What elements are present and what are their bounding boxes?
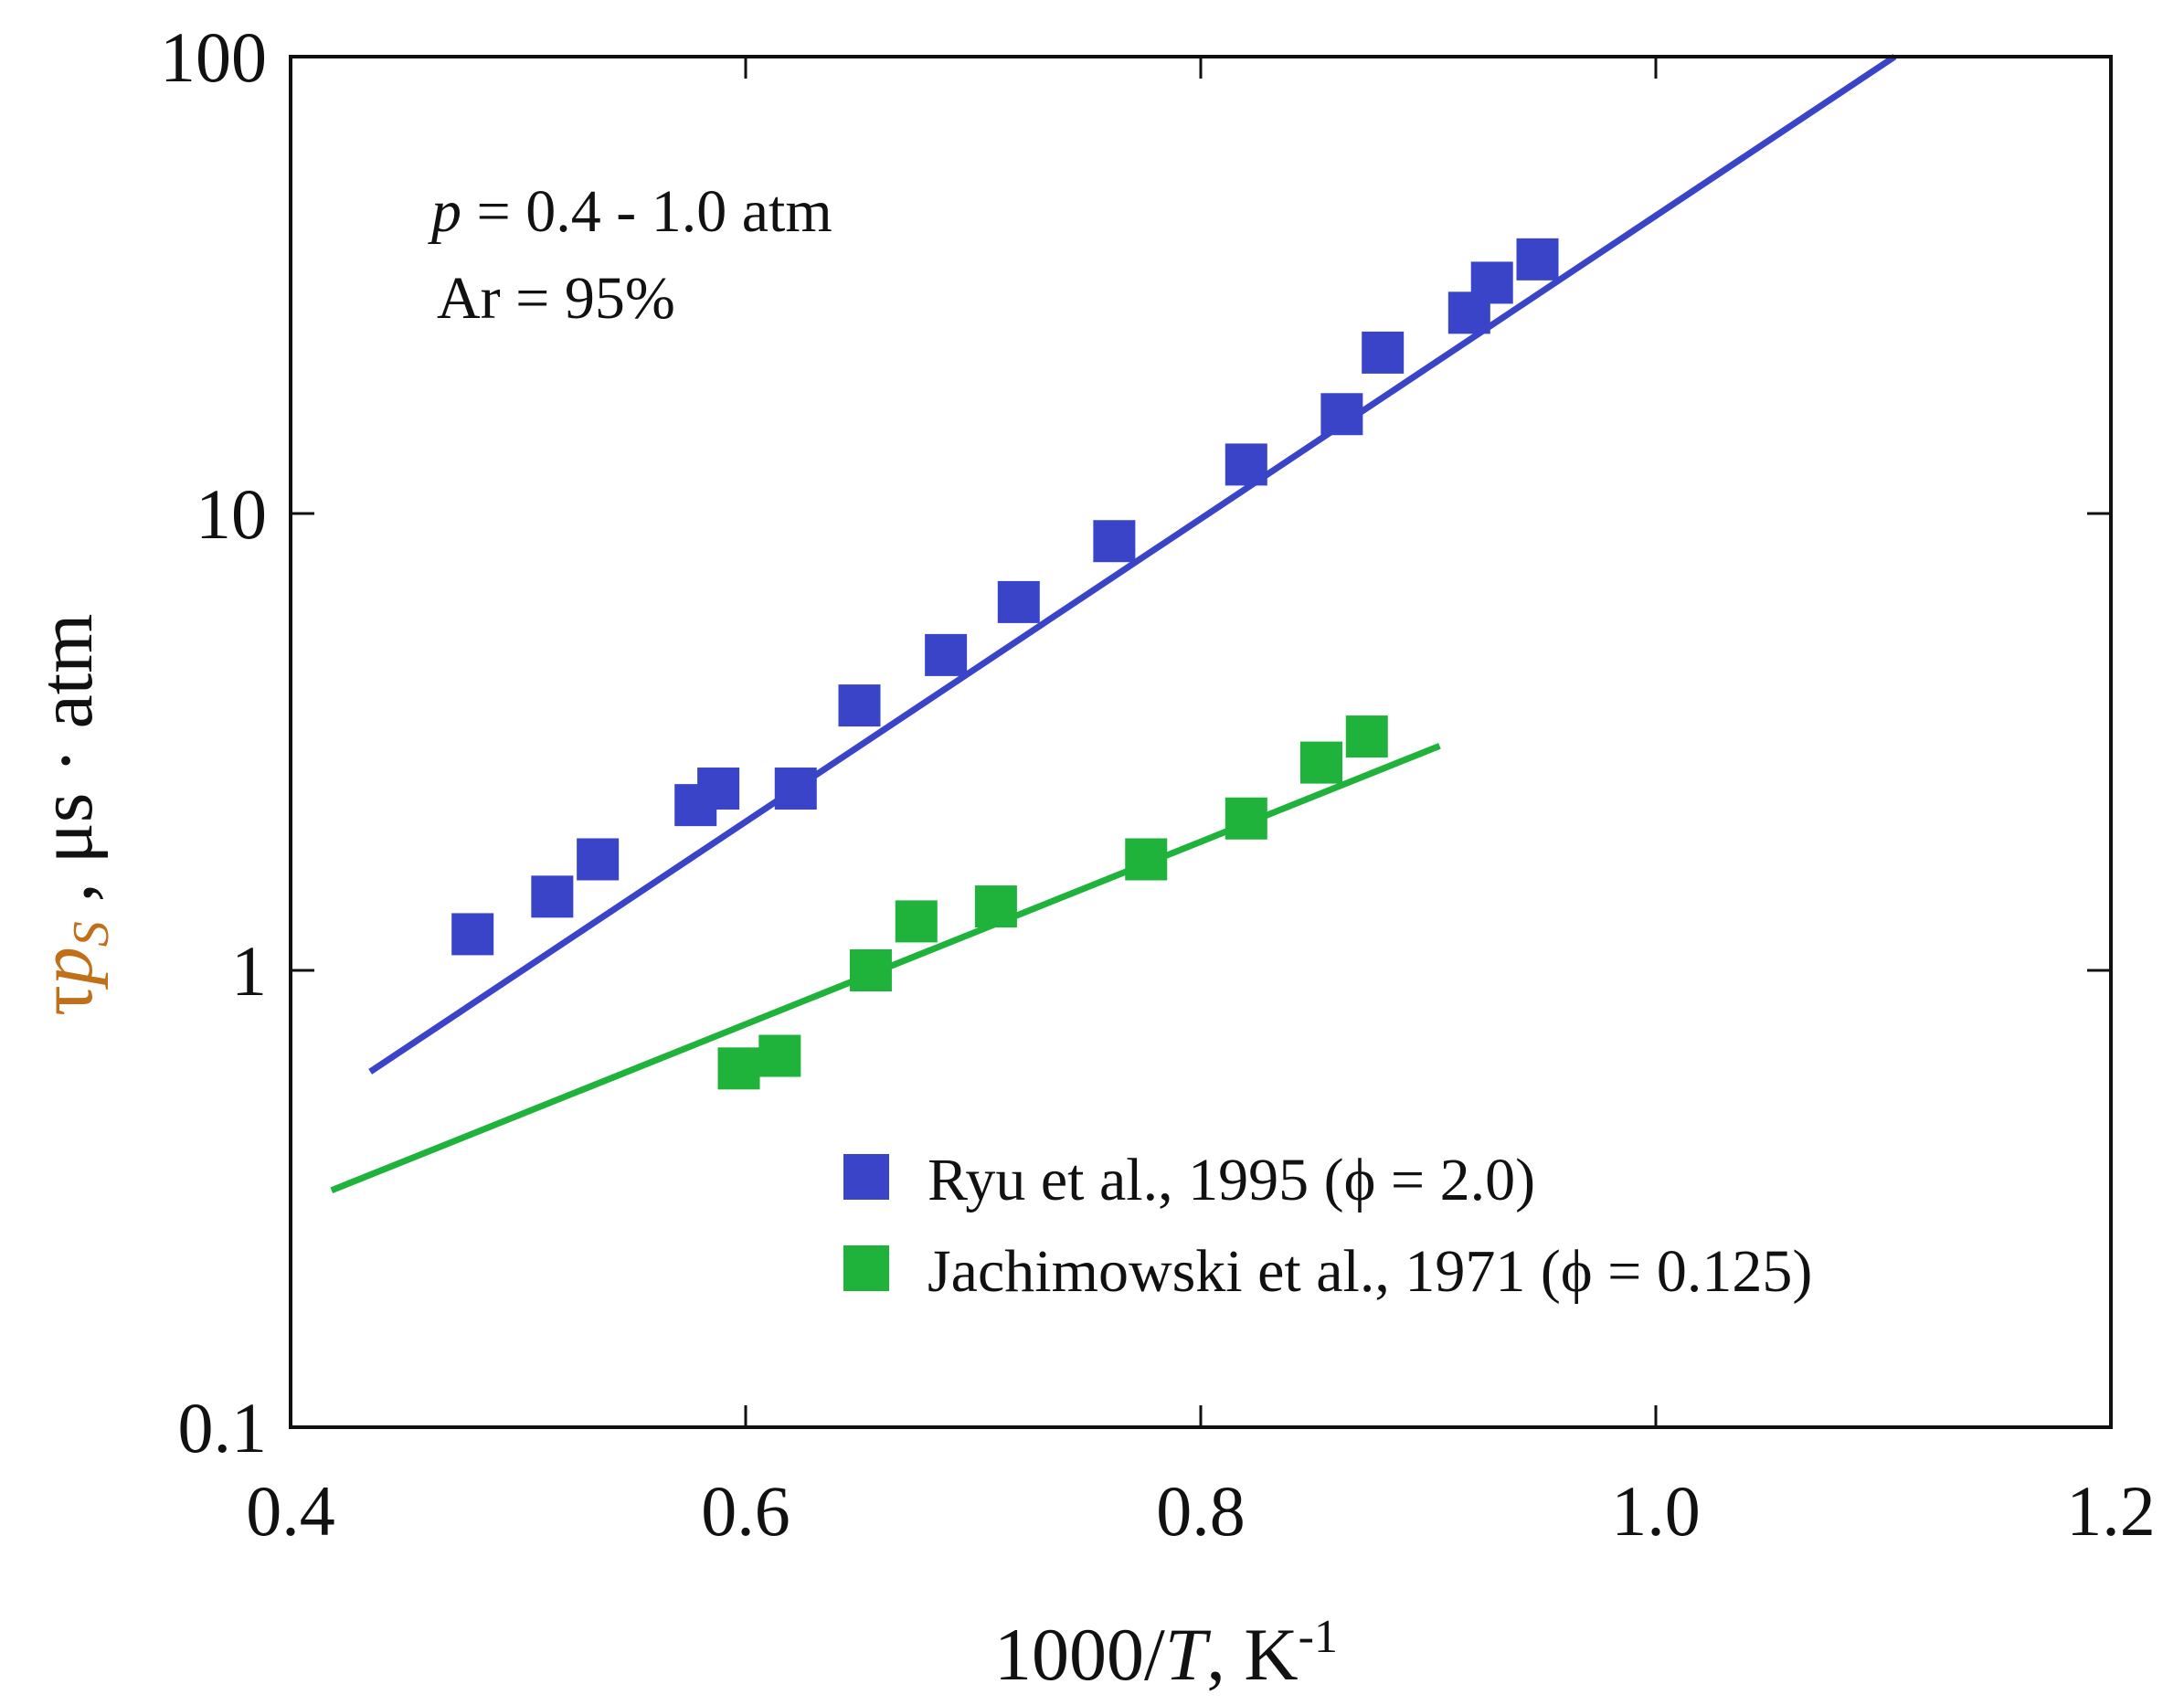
x-tick-label: 0.6 <box>701 1471 790 1551</box>
y-tick-label: 100 <box>160 17 267 97</box>
data-point-jachimowski <box>895 900 938 943</box>
data-point-ryu <box>451 913 494 956</box>
annotation-pressure-text: = 0.4 - 1.0 atm <box>461 178 832 245</box>
data-point-jachimowski <box>1125 838 1168 881</box>
x-axis-title-sup: -1 <box>1299 1611 1338 1663</box>
data-point-ryu <box>1362 331 1405 374</box>
data-point-ryu <box>1225 443 1267 486</box>
y-tick-label: 0.1 <box>178 1388 268 1467</box>
tick-layer <box>289 55 2113 1429</box>
y-axis-title-rest: , μs · atm <box>24 614 109 922</box>
data-point-jachimowski <box>1345 715 1388 758</box>
annotation-pressure: p = 0.4 - 1.0 atm <box>428 178 832 245</box>
legend-swatch-jachimowski <box>843 1245 889 1291</box>
data-point-layer <box>451 238 1559 1090</box>
data-point-jachimowski <box>849 949 892 991</box>
x-axis-title-var: T <box>1165 1613 1212 1696</box>
fit-line-ryu <box>368 54 1897 1075</box>
tick-label-layer: 0.4 0.6 0.8 1.0 1.2 0.1 1 10 100 <box>160 17 2156 1551</box>
annotation-pressure-var: p <box>428 178 461 245</box>
data-point-ryu <box>1093 520 1136 563</box>
x-axis-title-main: 1000/ <box>994 1613 1165 1696</box>
y-axis-title-p: p <box>24 947 109 990</box>
x-tick-label: 1.0 <box>1611 1471 1701 1551</box>
data-point-jachimowski <box>974 885 1017 928</box>
y-tick-label: 10 <box>196 474 267 554</box>
x-tick-label: 0.4 <box>246 1471 335 1551</box>
data-point-jachimowski <box>717 1047 760 1090</box>
data-point-ryu <box>1320 393 1363 436</box>
data-point-ryu <box>697 768 740 810</box>
data-point-ryu <box>1470 261 1513 304</box>
data-point-jachimowski <box>1299 741 1342 784</box>
y-axis-title-sub: S <box>63 921 120 947</box>
data-point-ryu <box>997 580 1040 623</box>
legend: Ryu et al., 1995 (ϕ = 2.0) Jachimowski e… <box>843 1147 1812 1305</box>
x-tick-label: 1.2 <box>2066 1471 2156 1551</box>
y-axis-title-tau: τ <box>24 985 109 1016</box>
data-point-ryu <box>577 838 620 881</box>
y-tick-label: 1 <box>231 931 267 1011</box>
data-point-ryu <box>531 875 574 918</box>
data-point-ryu <box>838 684 881 727</box>
y-axis-title: τpS , μs · atm <box>24 614 120 1016</box>
x-axis-title: 1000/T, K-1 <box>994 1611 1338 1696</box>
data-point-ryu <box>1516 238 1559 281</box>
data-point-ryu <box>925 633 968 676</box>
x-tick-label: 0.8 <box>1156 1471 1246 1551</box>
data-point-jachimowski <box>758 1034 801 1077</box>
legend-swatch-ryu <box>843 1154 889 1200</box>
plot-frame <box>289 55 2113 1429</box>
annotation-argon: Ar = 95% <box>437 265 675 332</box>
data-point-jachimowski <box>1225 797 1267 840</box>
x-axis-title-rest: , K <box>1206 1613 1298 1696</box>
legend-label-jachimowski: Jachimowski et al., 1971 (ϕ = 0.125) <box>928 1238 1812 1305</box>
legend-label-ryu: Ryu et al., 1995 (ϕ = 2.0) <box>928 1147 1535 1213</box>
data-point-ryu <box>774 768 817 810</box>
